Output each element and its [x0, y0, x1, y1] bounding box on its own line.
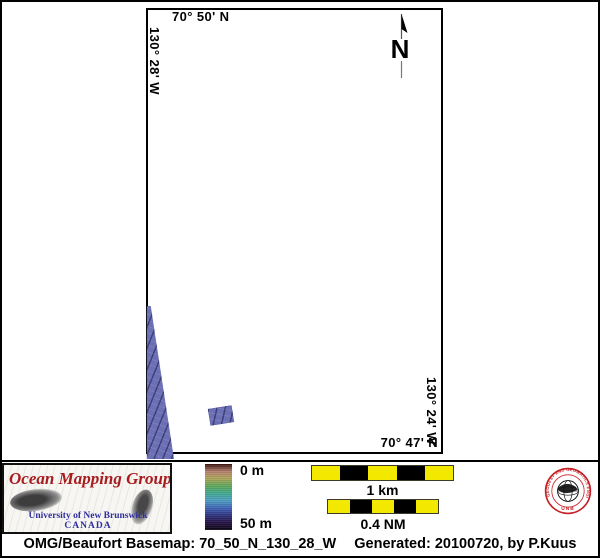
omg-logo: Ocean Mapping Group University of New Br… — [2, 463, 172, 534]
coord-label-right: 130° 24' W — [424, 377, 439, 445]
whale-sketch-icon — [8, 485, 64, 515]
scalebar-segment — [350, 500, 372, 513]
logo-title: Ocean Mapping Group — [9, 469, 172, 488]
scalebar-segment — [312, 466, 341, 480]
scalebar-label-km: 1 km — [366, 482, 399, 498]
scalebar-label-nm: 0.4 NM — [360, 516, 406, 532]
scalebar-track — [311, 465, 454, 481]
scalebar-segment — [372, 500, 394, 513]
caption-basemap-id: OMG/Beaufort Basemap: 70_50_N_130_28_W — [23, 536, 337, 552]
coord-label-top: 70° 50' N — [172, 9, 230, 24]
scalebar-segment — [368, 466, 397, 480]
scalebar-segment — [394, 500, 416, 513]
north-arrow-letter: N — [391, 34, 410, 64]
depth-label-max: 50 m — [240, 515, 272, 531]
scalebar-track — [327, 499, 439, 514]
scalebar-segment — [396, 466, 425, 480]
logo-subtitle-country: CANADA — [64, 521, 112, 531]
coord-label-bottom: 70° 47' N — [380, 435, 438, 450]
seal-bottom-text: UNB — [561, 506, 574, 512]
north-arrow-icon: N — [391, 14, 410, 78]
scalebar-segment — [424, 466, 454, 480]
scalebar-segment — [416, 500, 438, 513]
map-frame — [146, 8, 443, 454]
scalebar-segment — [328, 500, 350, 513]
depth-colorbar — [205, 464, 232, 530]
caption-generated: Generated: 20100720, by P.Kuus — [354, 536, 577, 552]
depth-label-min: 0 m — [240, 462, 265, 478]
map-caption: OMG/Beaufort Basemap: 70_50_N_130_28_W Ge… — [0, 536, 600, 552]
unb-geodesy-seal: GEODESY AND GEOMATICS ENGINEERING UNB — [544, 467, 592, 515]
coord-label-left: 130° 28' W — [147, 27, 162, 95]
scalebar-segment — [340, 466, 369, 480]
logo-subtitle-university: University of New Brunswick — [28, 511, 148, 521]
footer-divider — [0, 460, 600, 462]
